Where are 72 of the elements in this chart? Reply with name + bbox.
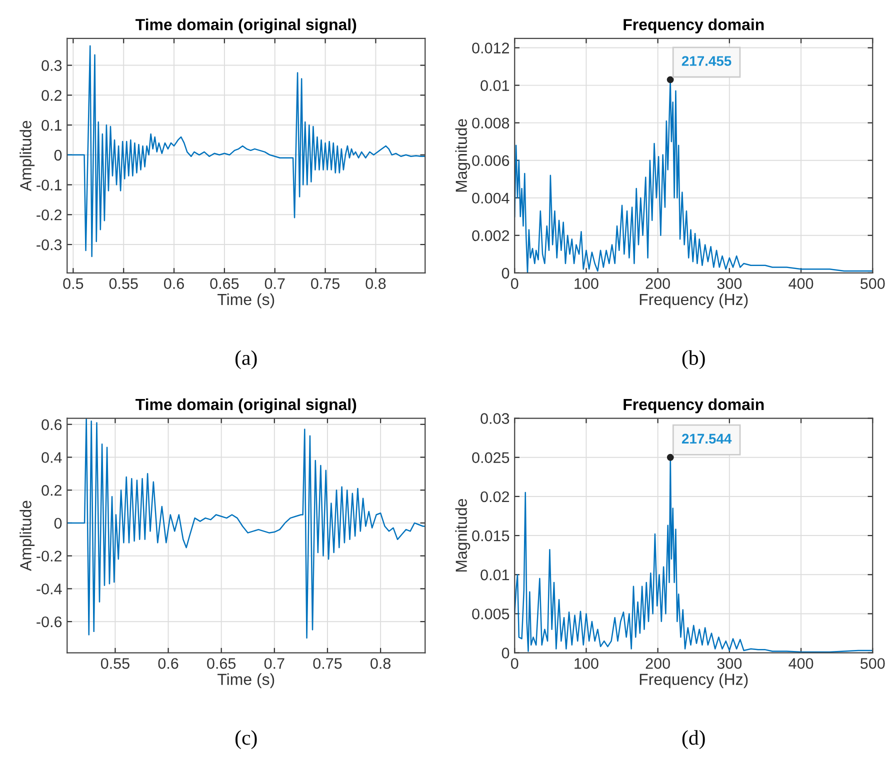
x-tick-label: 0.7: [264, 658, 284, 669]
y-tick-label: -0.6: [36, 616, 62, 628]
y-tick-label: 0.2: [42, 484, 62, 496]
x-axis-title: Frequency (Hz): [640, 673, 748, 688]
y-tick-label: -0.4: [36, 584, 62, 594]
chart-title: Frequency domain: [624, 18, 764, 34]
y-tick-label: 0: [502, 648, 510, 658]
annotation: 217.544: [682, 434, 732, 444]
x-tick-label: 100: [574, 278, 598, 289]
x-axis-title: Frequency (Hz): [640, 293, 748, 308]
line-series: [67, 45, 426, 258]
x-tick-label: 0.75: [313, 658, 342, 669]
x-tick-label: 500: [860, 658, 885, 669]
y-axis-title: Magnitude: [455, 498, 470, 572]
y-tick-label: 0.005: [472, 608, 510, 620]
x-tick-label: 0: [510, 658, 518, 669]
x-tick-label: 300: [717, 278, 742, 289]
y-tick-label: 0.004: [472, 192, 510, 204]
x-axis-title: Time (s): [218, 673, 274, 688]
x-tick-label: 0.6: [164, 278, 184, 289]
y-tick-label: 0.3: [42, 60, 62, 71]
y-tick-label: 0.02: [480, 491, 509, 502]
chart-title: Time domain (original signal): [136, 18, 356, 34]
x-tick-label: 0.8: [370, 658, 391, 669]
y-tick-label: 0.2: [42, 90, 62, 101]
y-tick-label: 0.4: [42, 452, 62, 463]
y-axis-title: Magnitude: [455, 119, 470, 192]
x-tick-label: 400: [788, 658, 814, 669]
text: (a): [235, 350, 257, 370]
y-axis-title: Amplitude: [20, 500, 35, 572]
y-tick-label: 0.002: [472, 230, 509, 242]
x-tick-label: 200: [646, 658, 670, 669]
y-tick-label: 0.01: [480, 80, 510, 91]
x-tick-label: 0.55: [109, 278, 138, 289]
y-tick-label: 0: [502, 268, 510, 279]
text: (c): [235, 730, 257, 750]
y-tick-label: 0.008: [472, 118, 510, 129]
x-tick-label: 400: [788, 278, 814, 289]
y-tick-label: -0.2: [36, 210, 62, 220]
y-tick-label: 0.015: [472, 530, 510, 542]
chart-title: Frequency domain: [624, 398, 764, 414]
x-tick-label: 300: [717, 658, 742, 669]
x-tick-label: 100: [574, 658, 598, 669]
y-tick-label: 0.1: [42, 120, 62, 131]
x-tick-label: 0.65: [210, 278, 239, 289]
y-axis-title: Amplitude: [20, 120, 35, 192]
chart-title: Time domain (original signal): [136, 398, 356, 414]
x-tick-label: 0.5: [63, 278, 84, 289]
x-tick-label: 500: [860, 278, 885, 289]
text: (d): [682, 730, 705, 750]
y-tick-label: 0.025: [472, 452, 510, 464]
y-tick-label: 0.012: [472, 42, 509, 54]
y-tick-label: 0.6: [42, 419, 62, 430]
x-tick-label: 0: [510, 278, 518, 289]
annotation: 217.455: [682, 56, 732, 66]
x-tick-label: 0.8: [366, 278, 386, 289]
y-tick-label: 0.006: [472, 155, 510, 166]
x-tick-label: 0.65: [207, 658, 236, 669]
y-tick-label: 0.01: [480, 570, 510, 580]
y-tick-label: -0.2: [36, 550, 62, 562]
x-axis-title: Time (s): [218, 293, 274, 308]
y-tick-label: 0: [54, 150, 62, 161]
y-tick-label: 0.03: [480, 413, 510, 424]
x-tick-label: 0.75: [311, 278, 340, 289]
y-tick-label: 0: [54, 518, 62, 529]
y-tick-label: -0.1: [36, 180, 62, 190]
x-tick-label: 0.7: [264, 278, 285, 289]
x-tick-label: 0.6: [158, 658, 178, 669]
x-tick-label: 0.55: [100, 658, 130, 669]
x-tick-label: 200: [646, 278, 670, 289]
y-tick-label: -0.3: [36, 239, 62, 250]
text: (b): [682, 350, 705, 370]
